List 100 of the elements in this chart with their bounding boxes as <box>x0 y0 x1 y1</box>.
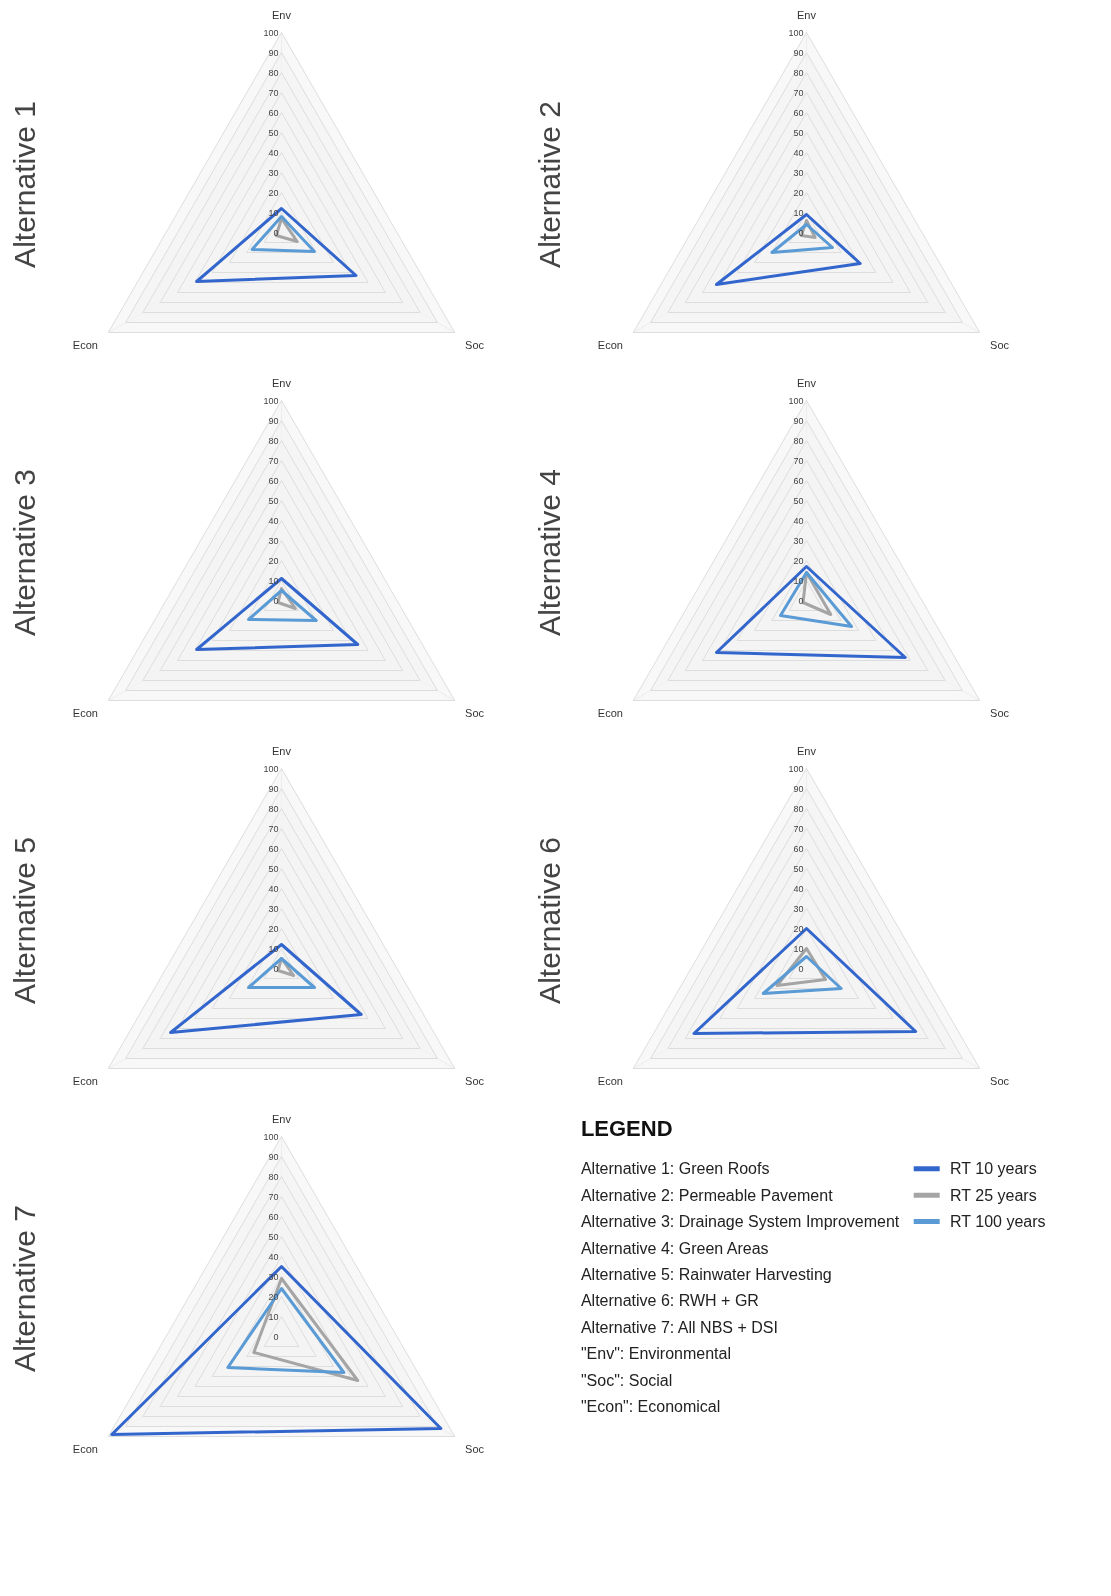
y-tick-label: 60 <box>268 843 279 854</box>
y-tick-label: 50 <box>793 863 804 874</box>
text: Alternative 4 <box>532 469 566 636</box>
y-tick-label: 50 <box>268 127 279 138</box>
y-tick-label: 60 <box>793 843 804 854</box>
text: "Soc": Social <box>580 1371 673 1389</box>
y-tick-label: 100 <box>788 395 804 406</box>
y-tick-label: 80 <box>793 803 804 814</box>
spoke-label: Env <box>272 376 292 389</box>
spoke-label: Econ <box>597 706 623 719</box>
text: LEGEND <box>580 1116 673 1142</box>
spoke-label: Econ <box>72 1074 98 1087</box>
spoke-label: Econ <box>72 706 98 719</box>
spoke-label: Env <box>797 744 817 757</box>
spoke-label: Soc <box>465 338 485 351</box>
y-tick-label: 30 <box>268 535 279 546</box>
y-tick-label: 30 <box>268 167 279 178</box>
y-tick-label: 100 <box>263 1131 279 1142</box>
spoke-label: Soc <box>990 706 1010 719</box>
y-tick-label: 50 <box>793 495 804 506</box>
y-tick-label: 0 <box>273 963 279 974</box>
spoke-label: Env <box>272 1112 292 1125</box>
y-tick-label: 100 <box>263 27 279 38</box>
y-tick-label: 30 <box>268 903 279 914</box>
spoke-label: Soc <box>465 1442 485 1455</box>
text: Alternative 3: Drainage System Improvement <box>580 1213 900 1231</box>
y-tick-label: 40 <box>793 515 804 526</box>
y-tick-label: 20 <box>268 923 279 934</box>
y-tick-label: 80 <box>268 67 279 78</box>
y-tick-label: 60 <box>793 475 804 486</box>
y-tick-label: 30 <box>793 167 804 178</box>
y-tick-label: 10 <box>268 575 279 586</box>
text: Alternative 1 <box>7 101 41 268</box>
y-tick-label: 50 <box>268 495 279 506</box>
y-tick-label: 70 <box>268 1191 279 1202</box>
y-tick-label: 0 <box>273 1331 279 1342</box>
spoke-label: Econ <box>72 338 98 351</box>
y-tick-label: 90 <box>268 415 279 426</box>
y-tick-label: 100 <box>788 763 804 774</box>
spoke-label: Env <box>272 744 292 757</box>
y-tick-label: 80 <box>268 1171 279 1182</box>
spoke-label: Econ <box>597 338 623 351</box>
y-tick-label: 100 <box>788 27 804 38</box>
text: Alternative 2: Permeable Pavement <box>580 1186 834 1204</box>
spoke-label: Soc <box>465 706 485 719</box>
spoke-label: Env <box>797 8 817 21</box>
y-tick-label: 0 <box>273 595 279 606</box>
y-tick-label: 80 <box>793 435 804 446</box>
y-tick-label: 90 <box>268 47 279 58</box>
y-tick-label: 90 <box>268 783 279 794</box>
y-tick-label: 60 <box>268 475 279 486</box>
spoke-label: Econ <box>597 1074 623 1087</box>
y-tick-label: 90 <box>793 47 804 58</box>
y-tick-label: 0 <box>798 963 804 974</box>
y-tick-label: 10 <box>793 943 804 954</box>
text: Alternative 5: Rainwater Harvesting <box>580 1265 832 1283</box>
text: Alternative 2 <box>532 101 566 268</box>
text: RT 10 years <box>950 1160 1037 1178</box>
y-tick-label: 60 <box>268 107 279 118</box>
y-tick-label: 70 <box>793 455 804 466</box>
y-tick-label: 80 <box>268 803 279 814</box>
y-tick-label: 40 <box>268 883 279 894</box>
y-tick-label: 20 <box>793 555 804 566</box>
y-tick-label: 70 <box>793 823 804 834</box>
text: Alternative 1: Green Roofs <box>580 1160 770 1178</box>
spoke-label: Env <box>272 8 292 21</box>
text: Alternative 3 <box>7 469 41 636</box>
text: Alternative 4: Green Areas <box>580 1239 769 1257</box>
spoke-label: Soc <box>990 1074 1010 1087</box>
y-tick-label: 50 <box>793 127 804 138</box>
y-tick-label: 70 <box>268 455 279 466</box>
y-tick-label: 80 <box>793 67 804 78</box>
y-tick-label: 0 <box>798 227 804 238</box>
text: Alternative 5 <box>7 837 41 1004</box>
y-tick-label: 60 <box>793 107 804 118</box>
text: Alternative 6 <box>532 837 566 1004</box>
spoke-label: Env <box>797 376 817 389</box>
y-tick-label: 100 <box>263 395 279 406</box>
y-tick-label: 0 <box>273 227 279 238</box>
y-tick-label: 90 <box>268 1151 279 1162</box>
y-tick-label: 20 <box>793 923 804 934</box>
y-tick-label: 70 <box>268 823 279 834</box>
y-tick-label: 40 <box>268 147 279 158</box>
y-tick-label: 50 <box>268 863 279 874</box>
spoke-label: Soc <box>465 1074 485 1087</box>
y-tick-label: 80 <box>268 435 279 446</box>
y-tick-label: 0 <box>798 595 804 606</box>
y-tick-label: 10 <box>268 1311 279 1322</box>
text: Alternative 6: RWH + GR <box>580 1292 759 1310</box>
y-tick-label: 90 <box>793 783 804 794</box>
y-tick-label: 90 <box>793 415 804 426</box>
spoke-label: Econ <box>72 1442 98 1455</box>
text: Alternative 7 <box>7 1205 41 1372</box>
text: "Econ": Economical <box>580 1397 721 1415</box>
y-tick-label: 30 <box>793 535 804 546</box>
spoke-label: Soc <box>990 338 1010 351</box>
y-tick-label: 70 <box>268 87 279 98</box>
y-tick-label: 20 <box>268 187 279 198</box>
y-tick-label: 30 <box>793 903 804 914</box>
y-tick-label: 40 <box>268 515 279 526</box>
